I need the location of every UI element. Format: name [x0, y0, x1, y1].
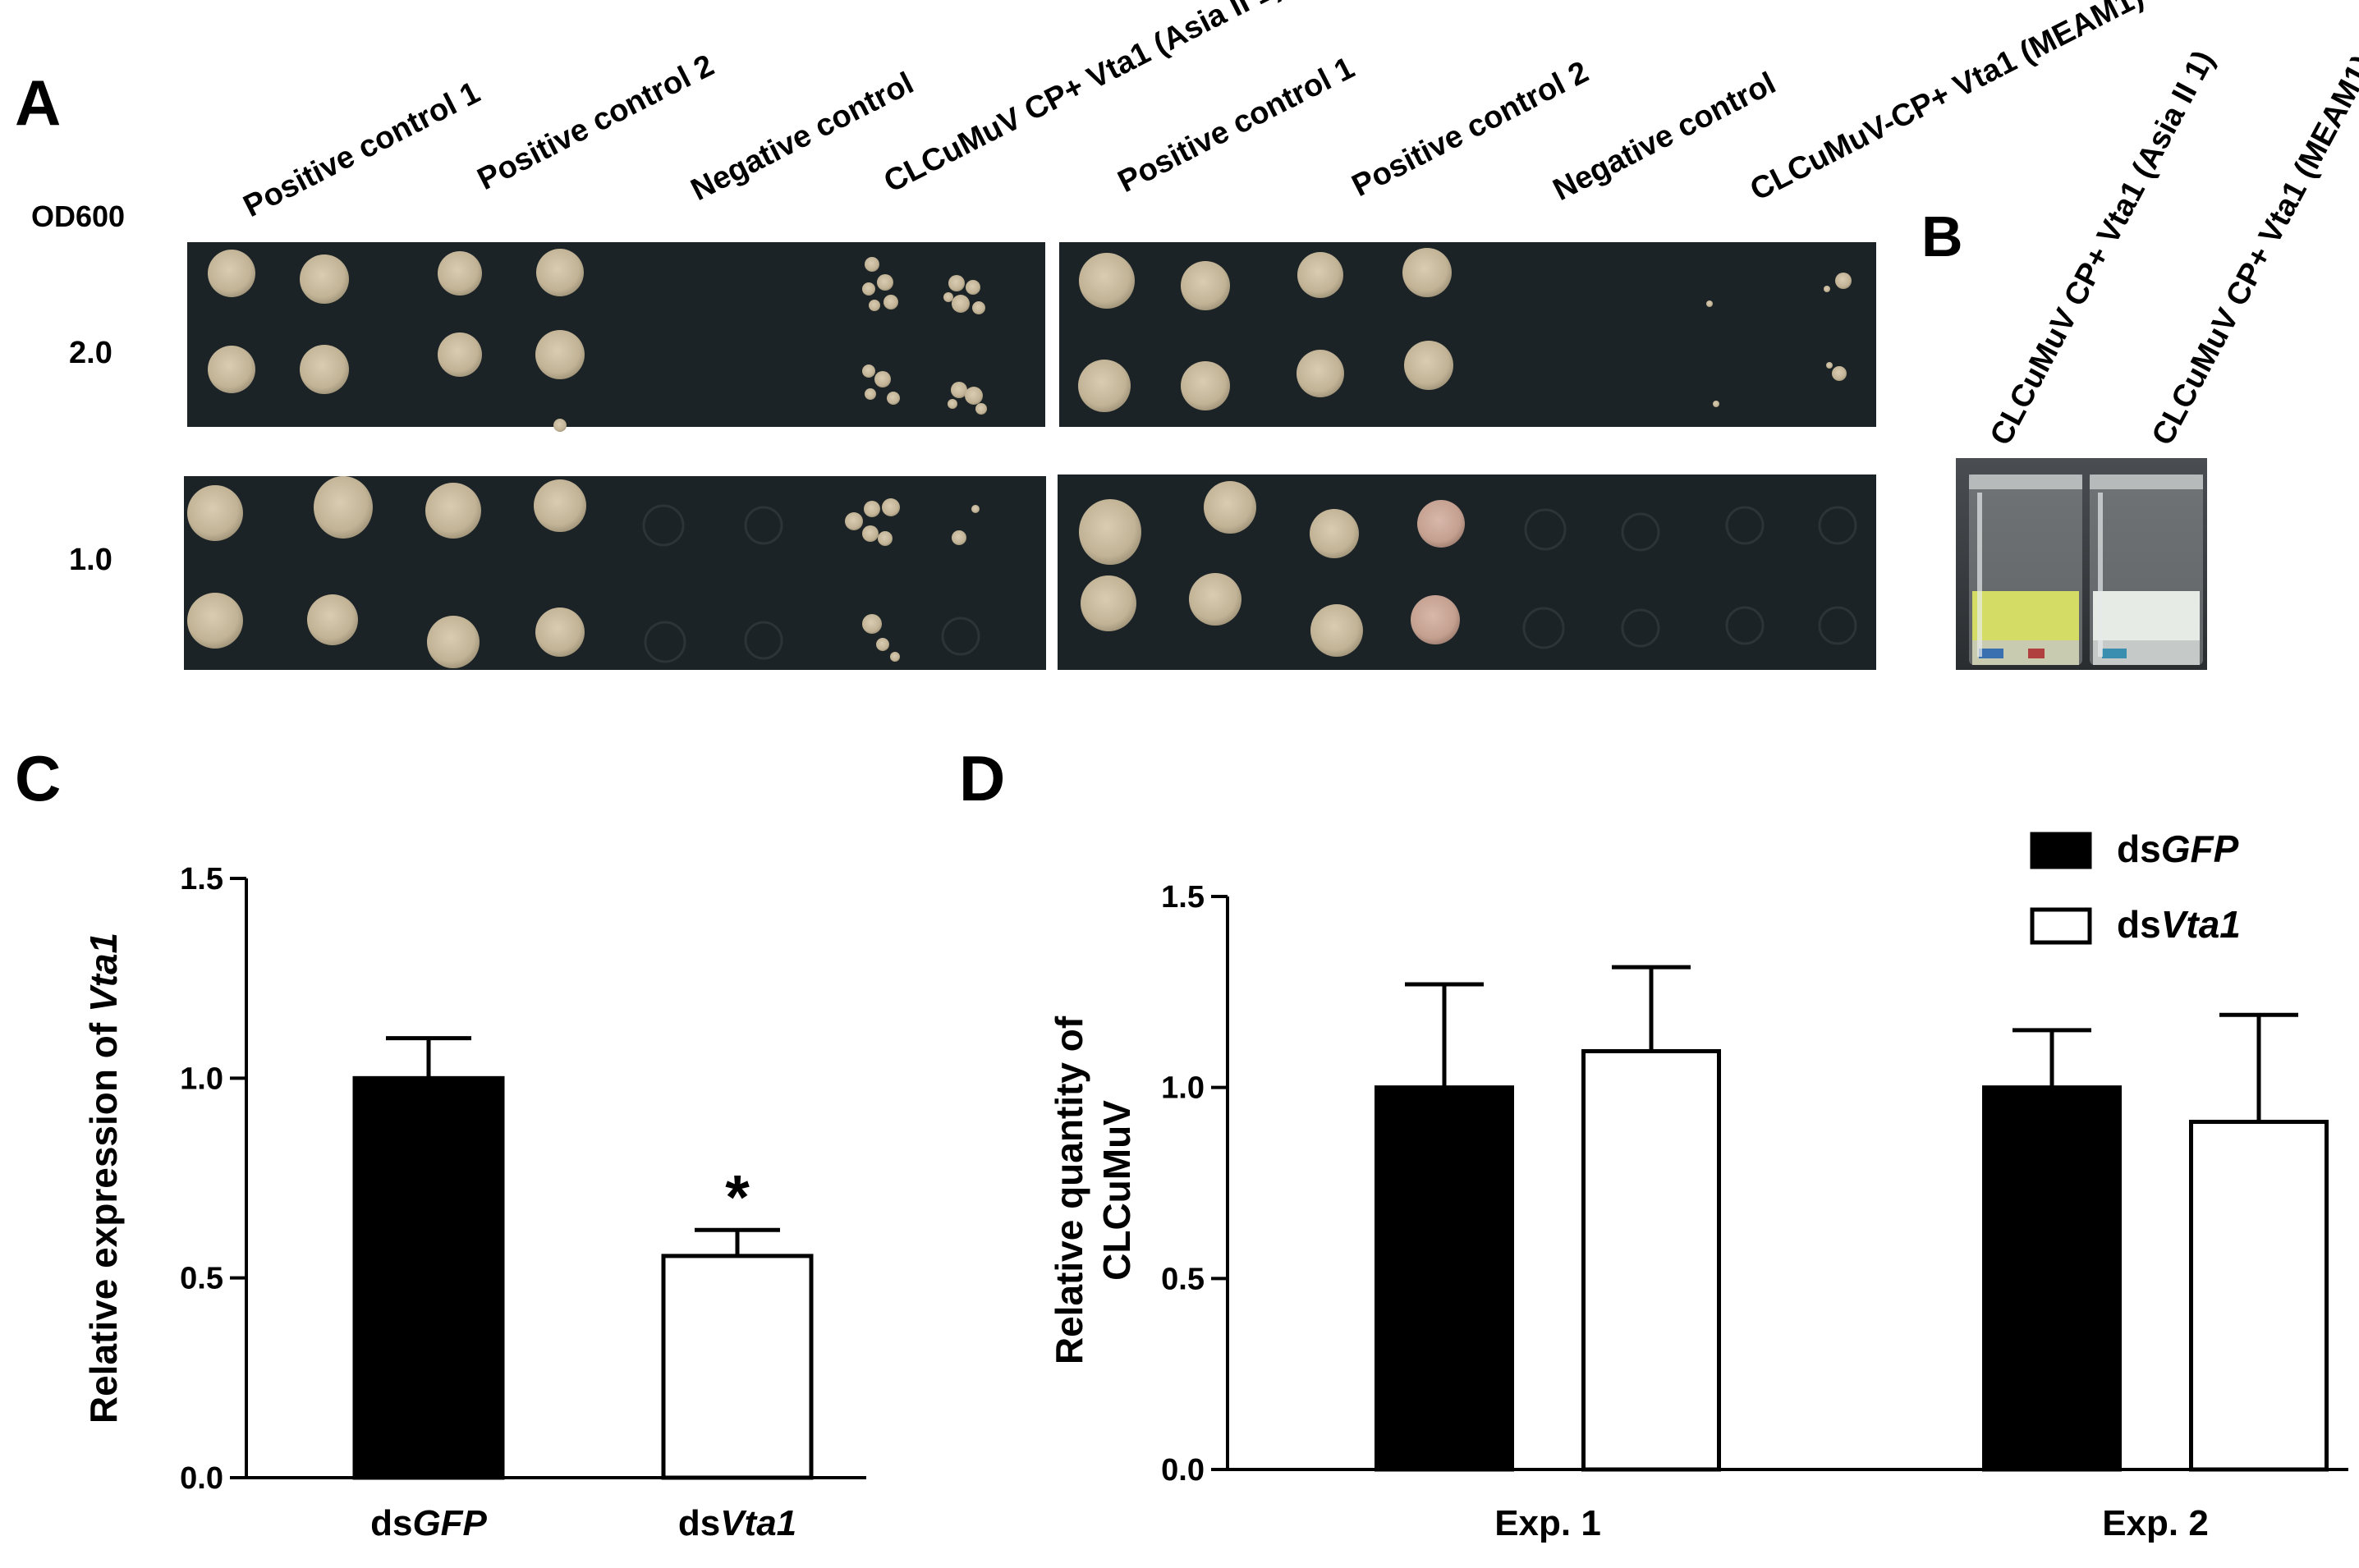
panel-c-letter: C	[15, 742, 61, 814]
colonies	[1078, 248, 1852, 412]
panel-a-letter: A	[15, 66, 61, 139]
od-level-2-0: 2.0	[69, 336, 112, 370]
bar-dsGFP	[352, 1075, 505, 1480]
panel-b-letter: B	[1921, 204, 1963, 268]
column-header-positive-control-1: Positive control 1	[238, 76, 485, 224]
legend-swatch	[2030, 907, 2092, 945]
column-header-positive-control-1-right: Positive control 1	[1113, 51, 1360, 199]
bar-dsVta1-Exp. 2	[2189, 1120, 2329, 1472]
x-tick-label: dsVta1	[678, 1503, 796, 1543]
vial-left	[1969, 475, 2082, 665]
y-axis-title: Relative expression of Vta1	[82, 933, 125, 1424]
panel-c: C 0.0 0.5 1.0 1.5 Relative expression of Vta…	[15, 742, 866, 1543]
plate-bottom-right	[1058, 475, 1876, 670]
panel-a: A OD600 2.0 1.0 Positive control 1 Posit…	[15, 0, 2149, 670]
x-tick-label: Exp. 1	[1494, 1503, 1601, 1543]
bar-dsGFP-Exp. 1	[1375, 1085, 1514, 1472]
colonies	[187, 476, 980, 668]
chart-d: 0.0 0.5 1.0 1.5 Relative quantity of CLCuMuV E…	[1048, 828, 2348, 1543]
panel-b: B CLCuMuV CP+ Vta1 (Asia II 1) CLCuMuV C…	[1921, 45, 2359, 670]
faint-negative-spots	[642, 504, 980, 663]
y-tick-label: 1.0	[1161, 1071, 1205, 1106]
y-tick-label: 0.5	[1161, 1262, 1205, 1296]
column-header-positive-control-2: Positive control 2	[472, 48, 719, 197]
od600-header: OD600	[31, 199, 125, 233]
column-header-clcumuv-meam1: CLCuMuV-CP+ Vta1 (MEAM1)	[1745, 0, 2149, 208]
y-axis-title: Relative quantity of CLCuMuV	[1048, 1016, 1138, 1364]
colonies	[1079, 481, 1465, 657]
column-header-negative-control: Negative control	[686, 66, 919, 208]
legend: dsGFP dsVta1	[2030, 828, 2241, 946]
chart-c: 0.0 0.5 1.0 1.5 Relative expression of Vta1 d…	[82, 862, 866, 1543]
y-tick-label: 0.0	[1161, 1453, 1205, 1488]
legend-label: dsVta1	[2117, 903, 2241, 946]
x-tick-label: Exp. 2	[2102, 1503, 2209, 1543]
vial-right	[2090, 475, 2203, 665]
bar-dsVta1	[661, 1254, 814, 1480]
colonies	[208, 249, 987, 432]
legend-swatch	[2030, 832, 2092, 869]
od-level-1-0: 1.0	[69, 543, 112, 577]
y-tick-label: 1.0	[180, 1061, 223, 1096]
y-tick-label: 1.5	[180, 862, 223, 896]
y-tick-label: 0.5	[180, 1262, 223, 1296]
significance-mark: *	[725, 1162, 750, 1232]
faint-negative-spots	[1522, 506, 1857, 649]
legend-label: dsGFP	[2117, 828, 2239, 870]
panel-d: D 0.0 0.5 1.0 1.5 Relative quantity of CLCuMu…	[959, 742, 2348, 1543]
x-tick-label: dsGFP	[370, 1503, 487, 1543]
plate-top-right	[1059, 242, 1876, 427]
vial-photo	[1956, 458, 2207, 670]
bar-dsVta1-Exp. 1	[1581, 1048, 1721, 1472]
panel-d-letter: D	[959, 742, 1005, 814]
bar-dsGFP-Exp. 2	[1982, 1085, 2122, 1472]
right-column-headers: Positive control 1 Positive control 2 Ne…	[1113, 0, 2149, 208]
y-tick-label: 0.0	[180, 1461, 223, 1496]
plate-top-left	[187, 242, 1045, 432]
plate-bottom-left	[184, 476, 1046, 670]
column-header-clcumuv-asia: CLCuMuV CP+ Vta1 (Asia II 1)	[879, 0, 1287, 199]
y-tick-label: 1.5	[1161, 880, 1205, 915]
